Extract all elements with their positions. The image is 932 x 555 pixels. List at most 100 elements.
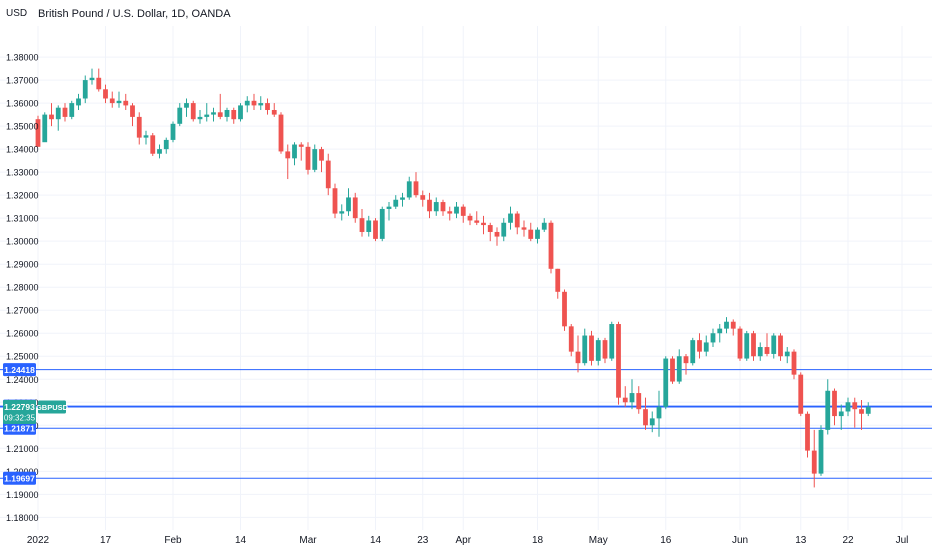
candle-body xyxy=(562,291,567,327)
candle-body xyxy=(433,202,439,212)
y-tick-label: 1.38000 xyxy=(6,53,39,63)
candle-body xyxy=(825,390,831,430)
candle-body xyxy=(157,149,162,154)
candle-body xyxy=(575,351,581,364)
candle-body xyxy=(231,110,237,120)
candle-body xyxy=(35,119,41,147)
candle-body xyxy=(82,80,88,99)
y-tick-label: 1.31000 xyxy=(6,214,39,224)
candle-body xyxy=(420,195,426,200)
candle-body xyxy=(663,358,669,407)
candle-body xyxy=(143,135,149,138)
candle-body xyxy=(838,411,844,417)
candle-body xyxy=(595,340,601,361)
candle-body xyxy=(798,374,804,414)
candle-body xyxy=(690,340,696,364)
x-tick-label: 22 xyxy=(842,535,854,546)
candle-body xyxy=(325,160,331,189)
candle-body xyxy=(339,211,345,214)
candle-body xyxy=(62,107,68,117)
candle-body xyxy=(609,324,615,359)
time-axis[interactable]: 2022 17 Feb 14 Mar 14 23 Apr 18 May 16 Jun 13 22 Jul xyxy=(27,535,909,546)
candle-body xyxy=(751,333,756,357)
y-tick-label: 1.28000 xyxy=(6,283,39,293)
y-tick-label: 1.25000 xyxy=(6,352,39,362)
x-tick-label: Mar xyxy=(299,535,317,546)
candle-body xyxy=(784,351,790,357)
candle-body xyxy=(697,340,702,352)
candle-body xyxy=(305,146,311,170)
candle-body xyxy=(764,347,770,354)
x-tick-label: 14 xyxy=(370,535,382,546)
candle-body xyxy=(555,268,561,292)
candle-body xyxy=(683,356,689,364)
candle-body xyxy=(211,112,216,115)
y-tick-label: 1.18000 xyxy=(6,513,39,523)
candle-body xyxy=(332,188,338,214)
candle-body xyxy=(386,206,392,209)
candle-body xyxy=(292,144,297,159)
y-tick-label: 1.35000 xyxy=(6,122,39,132)
y-tick-label: 1.26000 xyxy=(6,329,39,339)
candle-body xyxy=(541,222,547,230)
candle-body xyxy=(359,218,365,232)
candle-body xyxy=(852,402,858,410)
symbol-tag xyxy=(38,400,66,414)
price-tag-label: 1.21871 xyxy=(4,423,35,433)
x-tick-label: 2022 xyxy=(27,535,50,546)
candle-body xyxy=(845,402,851,412)
candle-body xyxy=(501,222,507,237)
x-tick-label: May xyxy=(589,535,608,546)
candle-body xyxy=(217,112,223,117)
candle-body xyxy=(460,206,466,216)
candle-body xyxy=(109,98,115,104)
price-axis[interactable]: 1.180001.190001.200001.210001.220001.230… xyxy=(6,53,39,523)
candle-body xyxy=(116,100,122,104)
candle-body xyxy=(447,211,453,214)
candle-body xyxy=(312,149,318,170)
candle-body xyxy=(366,220,372,232)
candle-body xyxy=(76,98,81,106)
x-tick-label: 13 xyxy=(795,535,807,546)
horizontal-lines xyxy=(0,369,932,479)
candle-body xyxy=(602,340,608,359)
candle-body xyxy=(251,100,257,106)
candle-body xyxy=(811,450,817,474)
candle-body xyxy=(298,144,304,147)
candle-body xyxy=(150,135,156,154)
candle-body xyxy=(703,342,709,352)
price-tag-label: 1.19697 xyxy=(4,473,35,483)
x-tick-label: 23 xyxy=(417,535,429,546)
candle-body xyxy=(278,114,284,152)
price-tag xyxy=(3,471,36,485)
candle-body xyxy=(676,356,682,382)
y-tick-label: 1.33000 xyxy=(6,168,39,178)
y-tick-label: 1.37000 xyxy=(6,76,39,86)
candle-body xyxy=(238,105,243,120)
candle-body xyxy=(440,202,446,212)
candle-body xyxy=(244,100,250,106)
candle-body xyxy=(656,406,662,419)
candle-body xyxy=(717,328,723,334)
candle-body xyxy=(96,77,102,90)
candle-body xyxy=(406,181,412,198)
price-tag xyxy=(3,363,36,377)
candle-body xyxy=(481,222,486,226)
y-tick-label: 1.27000 xyxy=(6,306,39,316)
candle-body xyxy=(616,324,621,398)
grid xyxy=(0,26,932,530)
candle-body xyxy=(528,229,534,239)
candle-body xyxy=(548,222,554,269)
candle-body xyxy=(224,110,230,117)
x-tick-label: 14 xyxy=(235,535,247,546)
y-tick-label: 1.29000 xyxy=(6,260,39,270)
x-tick-label: 17 xyxy=(100,535,112,546)
candle-body xyxy=(757,347,763,357)
candle-body xyxy=(636,393,642,410)
price-tags: 1.244181.228331.218711.196971.2279309:32… xyxy=(3,363,69,485)
candle-body xyxy=(393,199,399,207)
candle-body xyxy=(373,220,378,239)
candle-body xyxy=(258,103,264,106)
